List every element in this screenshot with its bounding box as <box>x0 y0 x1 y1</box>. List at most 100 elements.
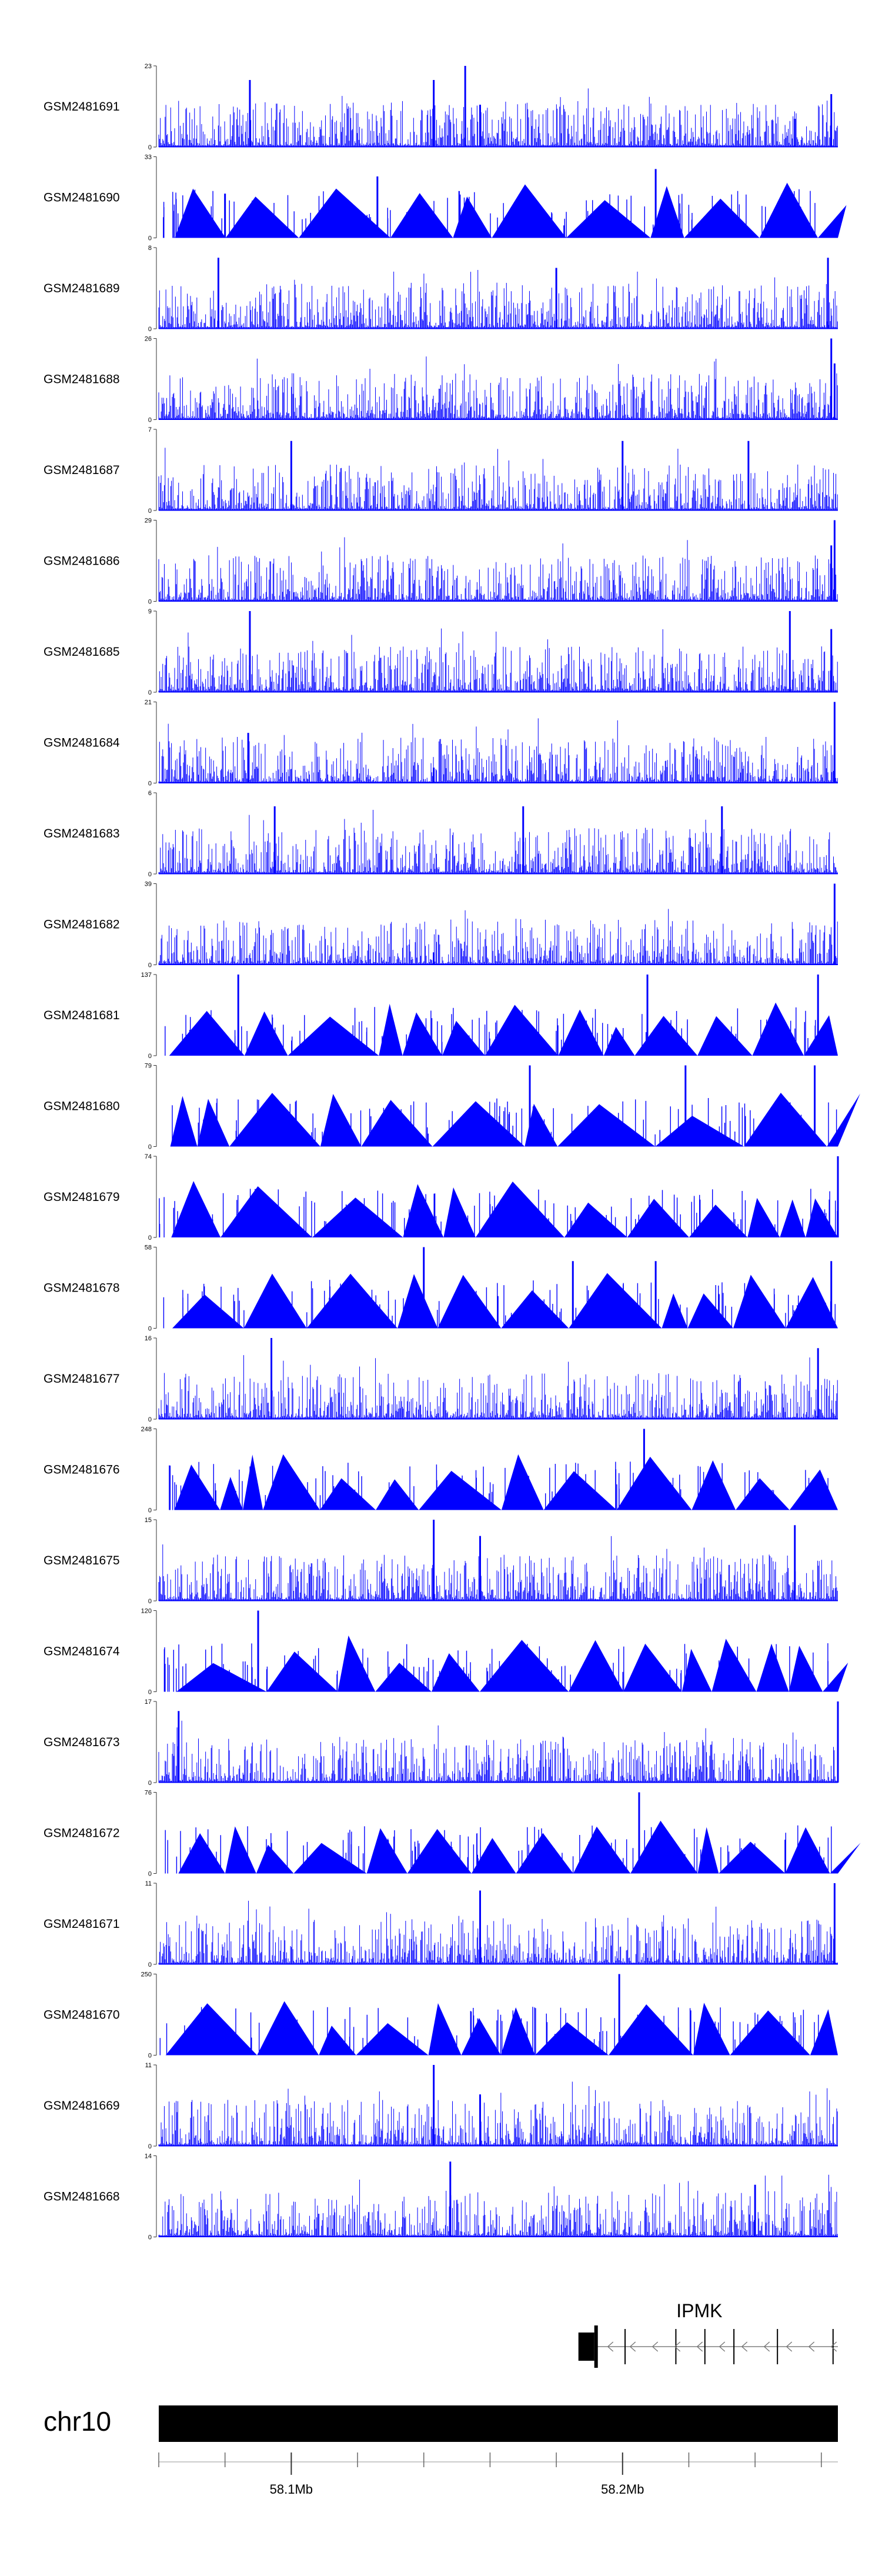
y-min-label: 0 <box>148 1689 152 1696</box>
strand-arrow-icon <box>763 2341 770 2352</box>
gene-model: IPMK <box>578 2300 838 2368</box>
coverage-bars <box>158 1536 838 1601</box>
coverage-bars <box>158 88 838 147</box>
track-GSM2481678: 58 0 GSM2481678 <box>44 1244 838 1333</box>
y-max-label: 29 <box>145 518 152 525</box>
track-label: GSM2481676 <box>44 1463 120 1477</box>
strand-arrow-icon <box>741 2341 748 2352</box>
gene-exon <box>594 2325 598 2368</box>
y-max-label: 7 <box>148 426 152 433</box>
track-GSM2481668: 14 0 GSM2481668 <box>44 2153 838 2241</box>
coverage-bars <box>158 909 838 965</box>
track-label: GSM2481683 <box>44 827 120 840</box>
coverage-area <box>159 1820 861 1874</box>
coverage-bars <box>158 2081 838 2146</box>
y-max-label: 120 <box>141 1608 152 1615</box>
y-max-label: 11 <box>145 1880 152 1887</box>
gene-utr-block <box>578 2333 594 2361</box>
coverage-bars <box>158 356 838 420</box>
y-min-label: 0 <box>148 417 152 424</box>
y-max-label: 250 <box>141 1971 152 1978</box>
strand-arrow-icon <box>629 2341 636 2352</box>
track-GSM2481682: 39 0 GSM2481682 <box>44 881 838 969</box>
track-label: GSM2481690 <box>44 191 120 205</box>
coverage-bars <box>158 628 838 692</box>
strand-arrow-icon <box>808 2341 815 2352</box>
coverage-area <box>159 1002 838 1056</box>
strand-arrow-icon <box>607 2341 614 2352</box>
coverage-spikes <box>163 189 836 238</box>
y-min-label: 0 <box>148 2234 152 2241</box>
coverage-bars <box>158 448 838 510</box>
y-min-label: 0 <box>148 1871 152 1878</box>
coverage-bars <box>158 1720 838 1783</box>
coverage-area <box>159 182 847 238</box>
y-min-label: 0 <box>148 326 152 333</box>
coverage-bars <box>158 718 838 783</box>
y-min-label: 0 <box>148 1326 152 1333</box>
track-label: GSM2481681 <box>44 1009 120 1022</box>
track-GSM2481670: 250 0 GSM2481670 <box>44 1971 838 2060</box>
coverage-spikes <box>172 1098 837 1147</box>
track-GSM2481684: 21 0 GSM2481684 <box>44 699 838 788</box>
y-max-label: 39 <box>145 881 152 888</box>
chromosome-bar <box>159 2405 838 2442</box>
track-label: GSM2481670 <box>44 2008 120 2022</box>
track-label: GSM2481686 <box>44 555 120 568</box>
track-label: GSM2481672 <box>44 1827 120 1840</box>
y-max-label: 6 <box>148 790 152 797</box>
strand-arrow-icon <box>674 2341 681 2352</box>
y-max-label: 21 <box>145 699 152 706</box>
chromosome-label: chr10 <box>44 2406 111 2437</box>
track-label: GSM2481675 <box>44 1554 120 1567</box>
y-max-label: 14 <box>145 2153 152 2160</box>
y-min-label: 0 <box>148 2053 152 2060</box>
track-GSM2481673: 17 0 GSM2481673 <box>44 1699 839 1787</box>
y-min-label: 0 <box>148 599 152 606</box>
track-label: GSM2481687 <box>44 463 120 477</box>
y-min-label: 0 <box>148 1961 152 1968</box>
coverage-bars <box>158 537 838 602</box>
y-max-label: 23 <box>145 63 152 70</box>
y-max-label: 79 <box>145 1063 152 1070</box>
y-min-label: 0 <box>148 1144 152 1151</box>
track-GSM2481687: 7 0 GSM2481687 <box>44 426 838 515</box>
y-min-label: 0 <box>148 871 152 878</box>
chromosome-axis: chr10 58.1Mb 58.2Mb <box>44 2405 838 2497</box>
track-label: GSM2481677 <box>44 1372 120 1386</box>
y-max-label: 74 <box>145 1153 152 1160</box>
track-GSM2481690: 33 0 GSM2481690 <box>44 154 847 242</box>
track-label: GSM2481674 <box>44 1645 120 1659</box>
coverage-area <box>159 2001 838 2056</box>
coverage-bars <box>158 270 838 329</box>
coverage-bars <box>158 2174 838 2237</box>
track-label: GSM2481685 <box>44 645 120 659</box>
y-max-label: 76 <box>145 1790 152 1797</box>
coverage-spikes <box>165 1825 832 1874</box>
track-label: GSM2481691 <box>44 100 120 114</box>
track-GSM2481681: 137 0 GSM2481681 <box>44 972 838 1060</box>
coverage-area <box>159 1181 838 1237</box>
track-label: GSM2481673 <box>44 1736 120 1749</box>
y-min-label: 0 <box>148 1416 152 1423</box>
coverage-bars <box>158 1900 838 1964</box>
track-label: GSM2481688 <box>44 373 120 386</box>
coverage-area <box>159 1454 838 1510</box>
track-label: GSM2481684 <box>44 736 120 750</box>
y-min-label: 0 <box>148 1780 152 1787</box>
y-min-label: 0 <box>148 2143 152 2150</box>
track-label: GSM2481678 <box>44 1282 120 1295</box>
y-max-label: 15 <box>145 1517 152 1524</box>
track-GSM2481669: 11 0 GSM2481669 <box>44 2062 838 2150</box>
coverage-spikes <box>169 1461 828 1510</box>
coverage-spikes <box>159 1189 838 1237</box>
track-GSM2481672: 76 0 GSM2481672 <box>44 1790 861 1878</box>
y-max-label: 248 <box>141 1426 152 1433</box>
y-min-label: 0 <box>148 1507 152 1514</box>
y-max-label: 9 <box>148 608 152 615</box>
track-GSM2481691: 23 0 GSM2481691 <box>44 63 838 151</box>
track-GSM2481688: 26 0 GSM2481688 <box>44 336 838 424</box>
x-tick-label: 58.2Mb <box>601 2482 644 2497</box>
strand-arrow-icon <box>652 2341 659 2352</box>
